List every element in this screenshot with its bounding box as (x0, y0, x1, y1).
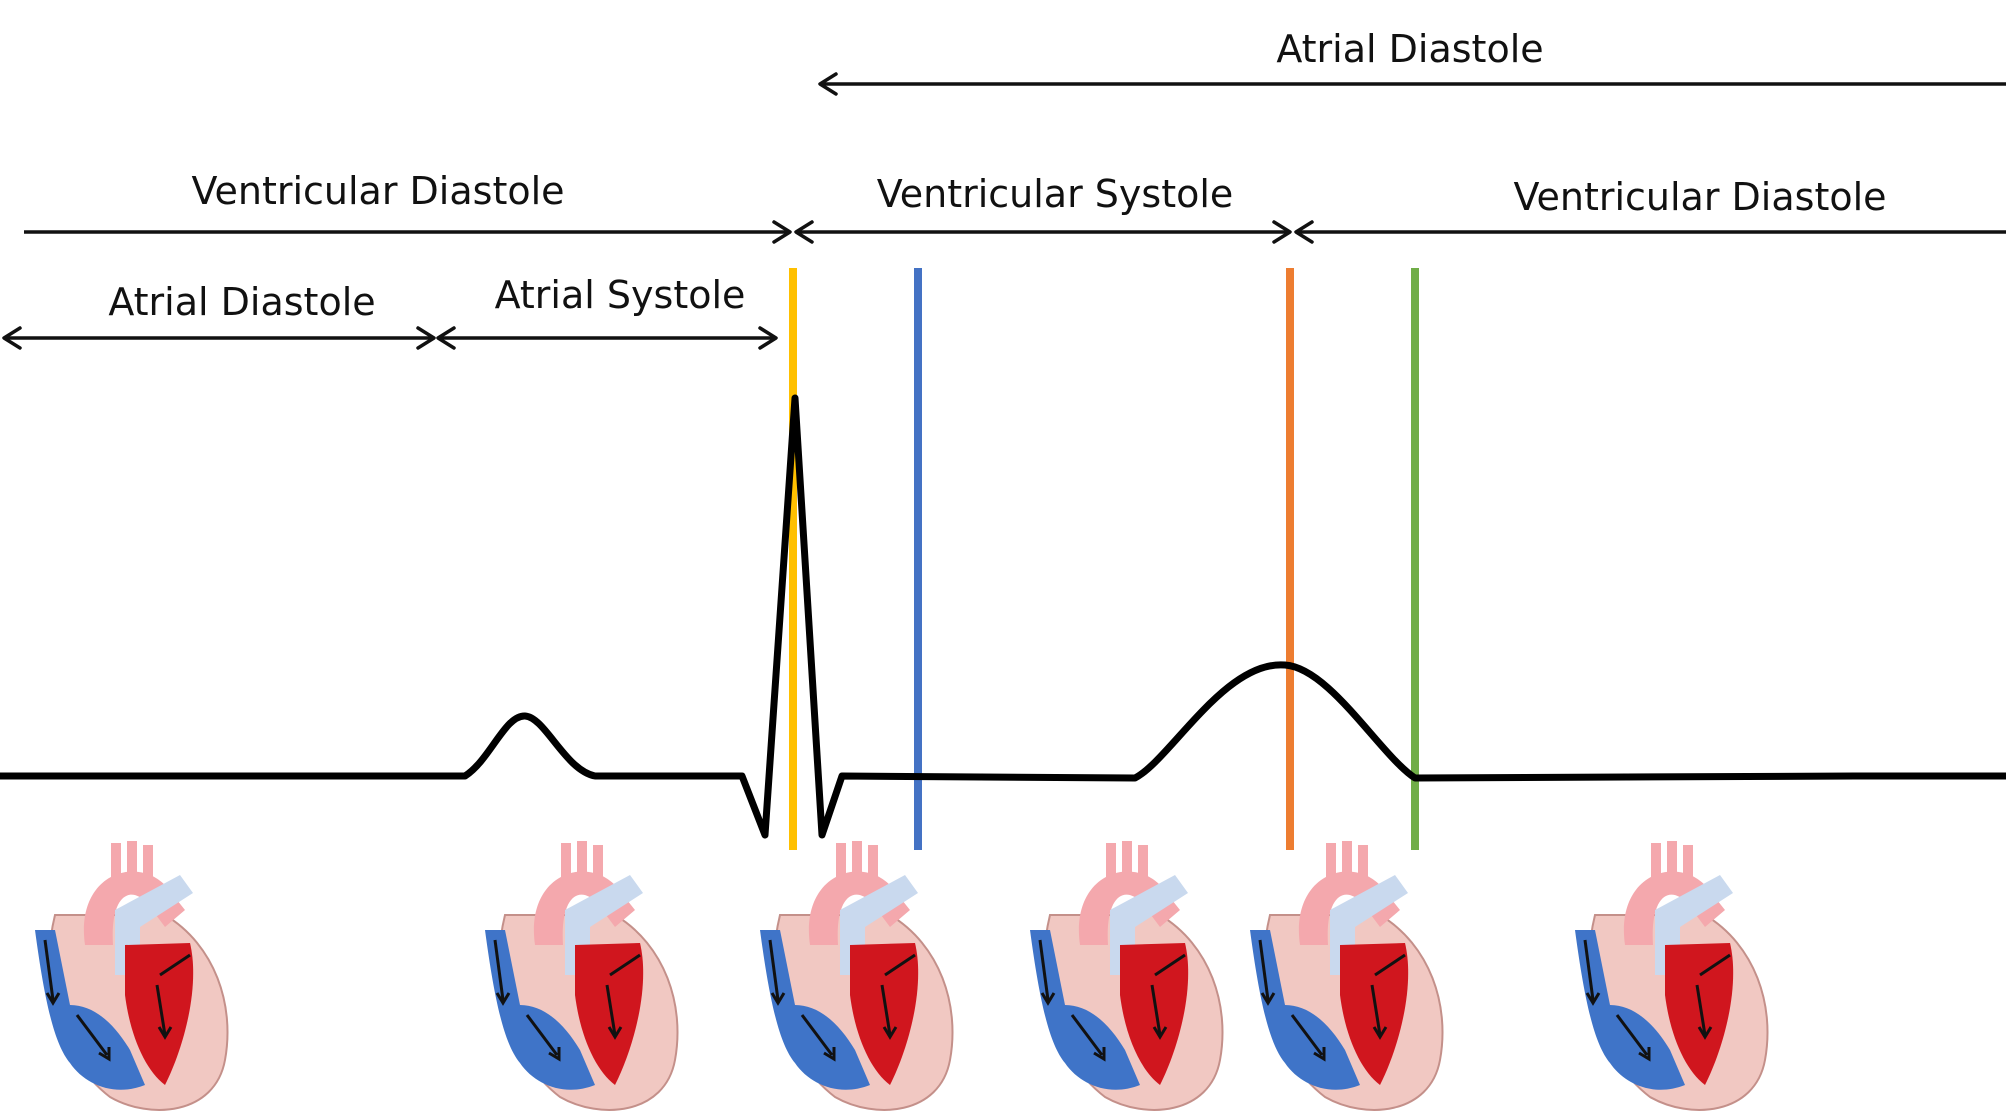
arrowhead-right (1272, 220, 1292, 244)
label-ventricular-systole: Ventricular Systole (877, 172, 1234, 216)
arrowhead-right (758, 326, 778, 350)
arrowhead-left (1294, 220, 1314, 244)
ecg-trace (0, 394, 2006, 839)
heart-illustration-1 (33, 839, 229, 1111)
heart-illustration-4 (1028, 839, 1224, 1111)
arrowhead-left (2, 326, 22, 350)
label-ventricular-diastole-left: Ventricular Diastole (191, 169, 564, 213)
arrowhead-left (818, 72, 838, 96)
arrowhead-right (772, 220, 792, 244)
label-atrial-diastole-top: Atrial Diastole (1276, 27, 1543, 71)
label-ventricular-diastole-right: Ventricular Diastole (1513, 175, 1886, 219)
heart-illustration-5 (1248, 839, 1444, 1111)
heart-illustration-3 (758, 839, 954, 1111)
label-atrial-diastole-left: Atrial Diastole (108, 280, 375, 324)
arrowhead-right (416, 326, 436, 350)
heart-illustration-6 (1573, 839, 1769, 1111)
label-atrial-systole: Atrial Systole (495, 273, 746, 317)
arrowhead-left (794, 220, 814, 244)
arrowhead-left (436, 326, 456, 350)
heart-illustration-2 (483, 839, 679, 1111)
